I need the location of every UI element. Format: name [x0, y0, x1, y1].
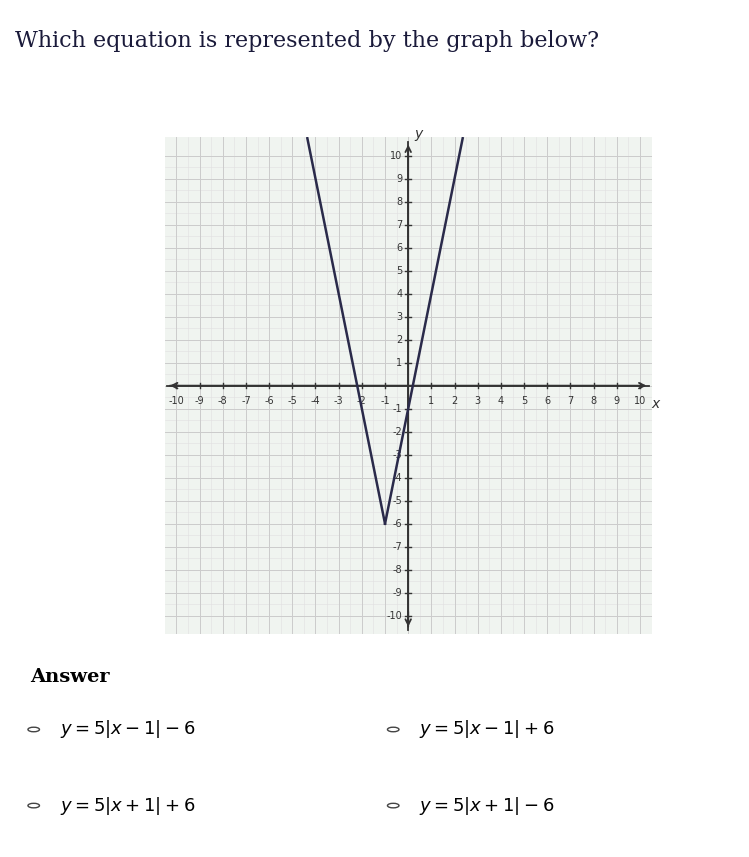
Text: 3: 3 [475, 396, 481, 406]
Text: x: x [652, 397, 660, 411]
Text: -5: -5 [288, 396, 297, 406]
Text: 4: 4 [396, 289, 402, 298]
Text: -8: -8 [218, 396, 228, 406]
Text: 2: 2 [452, 396, 458, 406]
Text: 10: 10 [634, 396, 646, 406]
Text: -10: -10 [386, 611, 402, 620]
Text: 9: 9 [613, 396, 620, 406]
Text: $y = 5|x - 1| + 6$: $y = 5|x - 1| + 6$ [419, 718, 555, 740]
Text: 2: 2 [396, 334, 402, 345]
Text: -4: -4 [392, 473, 402, 482]
Text: 7: 7 [567, 396, 574, 406]
Text: 5: 5 [521, 396, 527, 406]
Text: 1: 1 [396, 357, 402, 368]
Text: 3: 3 [396, 312, 402, 321]
Text: Answer: Answer [30, 668, 109, 686]
Text: -3: -3 [334, 396, 344, 406]
Text: Which equation is represented by the graph below?: Which equation is represented by the gra… [15, 30, 599, 52]
Text: -7: -7 [241, 396, 251, 406]
Text: -1: -1 [380, 396, 389, 406]
Text: -2: -2 [357, 396, 367, 406]
Text: 1: 1 [428, 396, 434, 406]
Text: 7: 7 [396, 219, 402, 230]
Text: y: y [414, 127, 422, 141]
Text: $y = 5|x - 1| - 6$: $y = 5|x - 1| - 6$ [60, 718, 195, 740]
Text: 6: 6 [545, 396, 551, 406]
Text: 6: 6 [396, 243, 402, 253]
Text: 8: 8 [396, 196, 402, 207]
Text: -4: -4 [311, 396, 321, 406]
Text: -3: -3 [392, 450, 402, 459]
Text: -5: -5 [392, 495, 402, 506]
Text: -7: -7 [392, 542, 402, 552]
Text: 4: 4 [498, 396, 504, 406]
Text: 9: 9 [396, 173, 402, 183]
Text: 10: 10 [390, 151, 402, 160]
Text: 5: 5 [396, 266, 402, 276]
Text: -9: -9 [195, 396, 204, 406]
Text: -8: -8 [392, 565, 402, 575]
Text: -6: -6 [264, 396, 274, 406]
Text: -6: -6 [392, 518, 402, 529]
Text: -10: -10 [169, 396, 184, 406]
Text: $y = 5|x + 1| + 6$: $y = 5|x + 1| + 6$ [60, 794, 195, 817]
Text: -1: -1 [392, 404, 402, 414]
Text: -9: -9 [392, 588, 402, 598]
Text: 8: 8 [591, 396, 597, 406]
Text: -2: -2 [392, 427, 402, 437]
Text: $y = 5|x + 1| - 6$: $y = 5|x + 1| - 6$ [419, 794, 555, 817]
